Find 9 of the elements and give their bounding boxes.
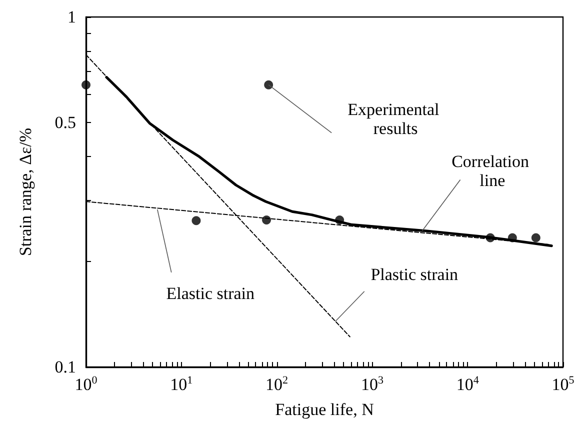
x-axis-title: Fatigue life, N: [275, 400, 374, 419]
annotation: Plastic strain: [370, 264, 459, 284]
y-tick-label: 0.5: [54, 112, 76, 132]
annotation: Elastic strain: [166, 284, 256, 303]
annotation: Experimental results: [348, 100, 444, 138]
y-tick-label: 0.1: [54, 358, 76, 376]
annotation: Correlation line: [452, 152, 530, 190]
y-tick-label: 1: [68, 8, 76, 26]
y-axis-title: Strain range, Δε/%: [16, 128, 35, 256]
